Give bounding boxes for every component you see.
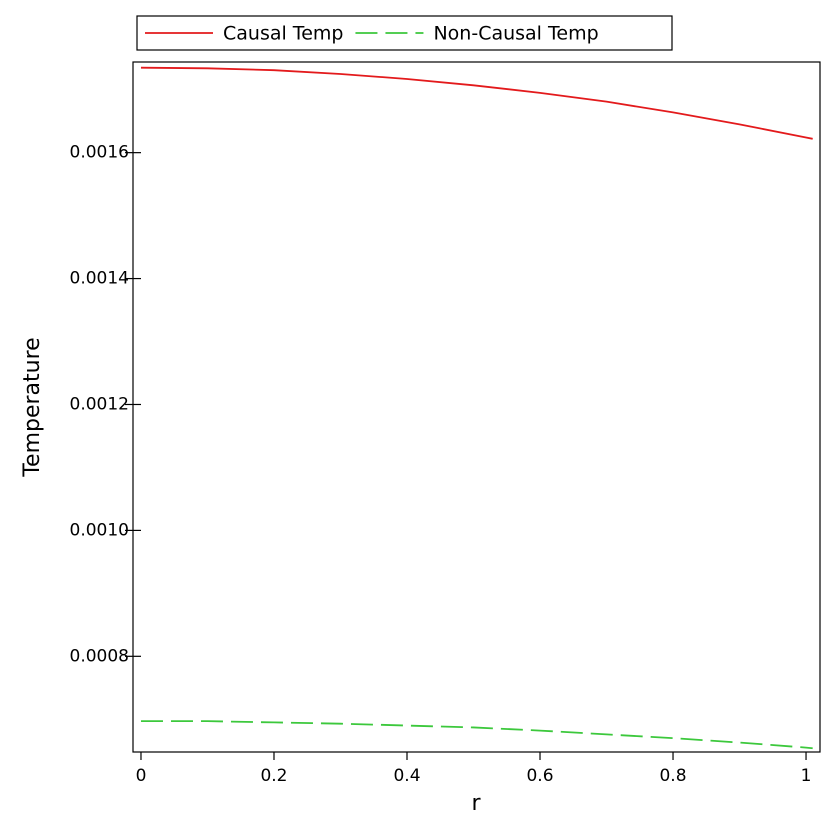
legend-label: Causal Temp xyxy=(223,23,343,45)
y-tick-label: 0.0014 xyxy=(70,269,129,289)
y-tick-label: 0.0008 xyxy=(70,646,129,666)
legend-label: Non-Causal Temp xyxy=(433,23,598,45)
series-line xyxy=(140,66,813,140)
x-tick-label: 0 xyxy=(136,766,147,786)
x-axis-label: r xyxy=(471,791,481,816)
y-tick-label: 0.0016 xyxy=(70,143,129,163)
x-tick-label: 0.8 xyxy=(659,766,686,786)
x-tick-label: 0.6 xyxy=(526,766,553,786)
y-tick-label: 0.0012 xyxy=(70,394,129,414)
x-tick-label: 1 xyxy=(801,766,812,786)
x-tick-label: 0.4 xyxy=(393,766,420,786)
plot-frame xyxy=(132,61,821,753)
y-tick-label: 0.0010 xyxy=(70,520,129,540)
x-tick-label: 0.2 xyxy=(260,766,287,786)
y-axis-label: Temperature xyxy=(20,337,45,477)
series-line xyxy=(140,720,813,750)
